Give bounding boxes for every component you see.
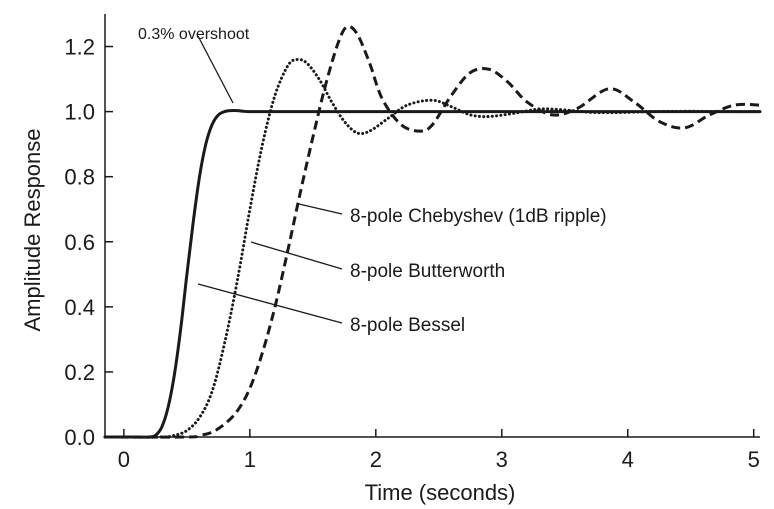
chebyshev-series-line: [104, 25, 761, 439]
y-tick-label: 0.0: [64, 425, 95, 450]
x-ticks: 0 1 2 3 4 5: [118, 429, 760, 472]
annotation-leader-bessel: [197, 283, 343, 324]
annotation-chebyshev: 8-pole Chebyshev (1dB ripple): [350, 206, 607, 227]
annotation-leader-butterworth: [250, 241, 343, 270]
x-tick-label: 5: [748, 447, 760, 472]
x-tick-label: 4: [622, 447, 634, 472]
y-tick-label: 0.2: [64, 360, 95, 385]
annotation-butterworth: 8-pole Butterworth: [350, 261, 505, 282]
annotation-leader-overshoot: [197, 35, 234, 104]
annotation-leader-chebyshev: [298, 203, 343, 215]
y-ticks: 0.0 0.2 0.4 0.6 0.8 1.0 1.2: [64, 35, 113, 450]
x-tick-label: 1: [244, 447, 256, 472]
plot-frame: [104, 14, 760, 438]
bessel-series-line: [103, 109, 762, 439]
x-tick-label: 0: [118, 447, 130, 472]
x-axis-title: Time (seconds): [365, 480, 516, 505]
y-axis-title: Amplitude Response: [20, 128, 45, 331]
annotation-overshoot: 0.3% overshoot: [138, 26, 250, 43]
x-tick-label: 2: [370, 447, 382, 472]
butterworth-series-line: [103, 57, 762, 439]
annotation-text: 0.3% overshoot 8-pole Chebyshev (1dB rip…: [138, 26, 607, 336]
annotation-lines: [197, 35, 343, 324]
y-tick-label: 0.8: [64, 165, 95, 190]
x-tick-label: 3: [496, 447, 508, 472]
series-group: [103, 25, 762, 439]
annotation-bessel: 8-pole Bessel: [350, 315, 465, 336]
y-tick-label: 0.4: [64, 295, 95, 320]
y-tick-label: 0.6: [64, 230, 95, 255]
y-tick-label: 1.2: [64, 35, 95, 60]
y-tick-label: 1.0: [64, 100, 95, 125]
